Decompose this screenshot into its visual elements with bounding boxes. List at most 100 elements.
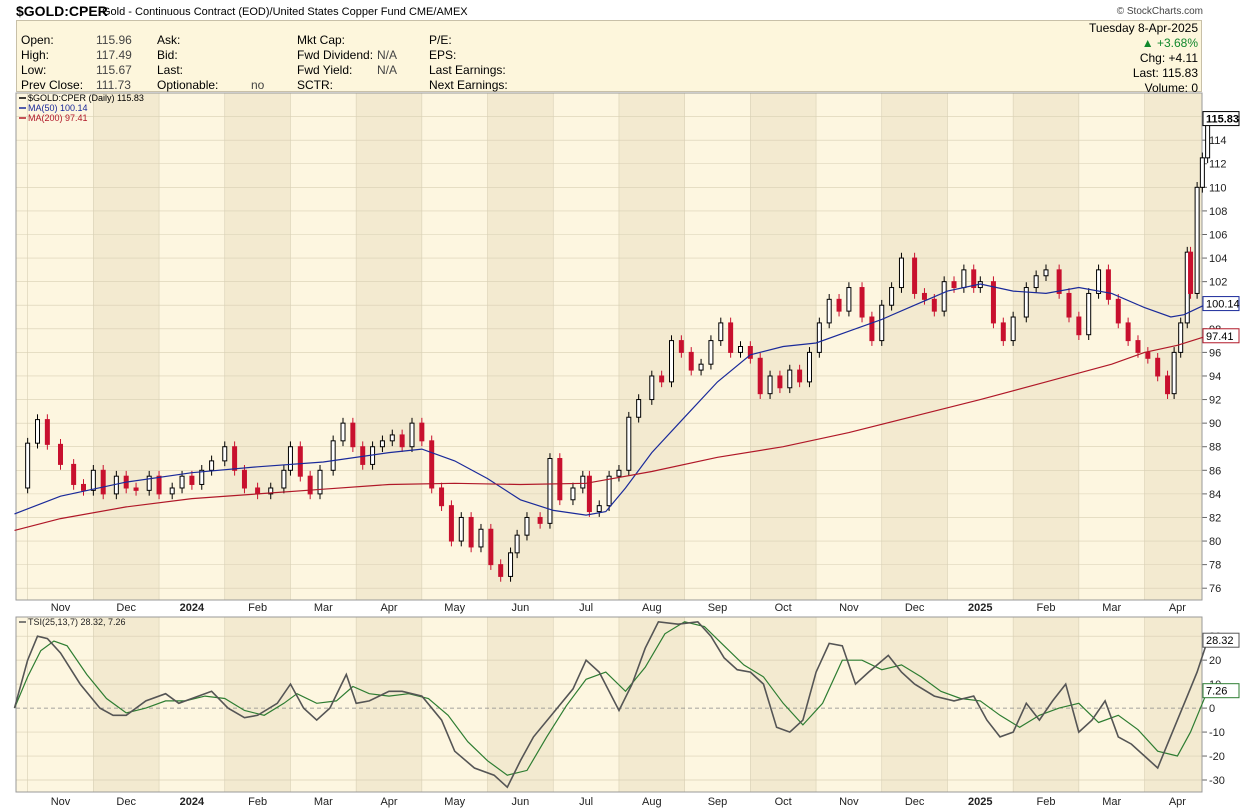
y-tick-label: 102 <box>1209 277 1227 289</box>
candle-body <box>169 487 175 495</box>
candle-body <box>626 416 632 471</box>
candle-body <box>718 322 724 342</box>
tsi-x-axis-label: Feb <box>248 796 267 808</box>
tsi-x-axis-label: Mar <box>314 796 333 808</box>
y-tick-label: 76 <box>1209 583 1221 595</box>
legend-entry: MA(200) 97.41 <box>28 113 88 123</box>
ask-label: Ask: <box>157 33 181 47</box>
candle-body <box>1171 351 1177 395</box>
volume: Volume: 0 <box>1144 81 1198 95</box>
main-month-band <box>356 93 422 600</box>
candle-body <box>317 469 323 495</box>
x-axis-label: Oct <box>775 602 792 614</box>
candle-body <box>747 346 753 359</box>
candle-body <box>222 446 228 462</box>
candle-body <box>688 351 694 371</box>
candle-body <box>90 469 96 491</box>
x-axis-label: May <box>444 602 465 614</box>
candle-body <box>330 440 336 471</box>
tsi-x-axis-label: Feb <box>1037 796 1056 808</box>
prev-close-value: 111.73 <box>96 78 131 92</box>
ma50-tag: 100.14 <box>1206 299 1240 311</box>
symbol-title: $GOLD:CPER <box>16 3 108 19</box>
tsi-value-tag: 28.32 <box>1206 635 1234 647</box>
candle-body <box>1076 316 1082 336</box>
main-month-band <box>1013 93 1079 600</box>
candle-body <box>58 443 63 465</box>
change-value: Chg: +4.11 <box>1139 51 1198 65</box>
chart-header: $GOLD:CPER Gold - Continuous Contract (E… <box>0 0 1240 20</box>
candle-body <box>971 269 977 289</box>
candle-body <box>1199 157 1205 188</box>
candle-body <box>478 528 484 548</box>
candle-body <box>232 446 238 471</box>
candle-body <box>728 322 734 353</box>
tsi-month-band <box>487 617 554 792</box>
candle-body <box>1023 287 1029 318</box>
candle-body <box>409 422 415 448</box>
candle-body <box>1086 292 1092 336</box>
change-percent: +3.68% <box>1156 36 1198 50</box>
candle-body <box>146 475 152 491</box>
last-value-tag-box <box>1202 111 1240 127</box>
y-tick-label: 80 <box>1209 536 1221 548</box>
tsi-x-axis-label: Apr <box>380 796 397 808</box>
fwd-dividend-label: Fwd Dividend: <box>297 48 374 62</box>
tsi-y-tick-label: -30 <box>1209 775 1225 787</box>
tsi-x-axis-label: Dec <box>905 796 925 808</box>
tsi-y-tick-label: 20 <box>1209 655 1221 667</box>
candle-body <box>557 458 563 501</box>
tsi-month-band <box>356 617 422 792</box>
x-axis-label: Nov <box>51 602 71 614</box>
copyright: © StockCharts.com <box>1116 6 1203 17</box>
pe-label: P/E: <box>429 33 452 47</box>
candle-body <box>869 316 875 342</box>
candle-body <box>537 516 543 524</box>
y-tick-label: 94 <box>1209 371 1221 383</box>
candle-body <box>879 304 885 342</box>
tsi-x-axis-label: Jul <box>579 796 593 808</box>
candle-body <box>1056 269 1062 294</box>
candle-body <box>340 422 346 442</box>
low-label: Low: <box>21 63 47 77</box>
candle-body <box>468 516 474 548</box>
tsi-signal-tag: 7.26 <box>1206 686 1227 698</box>
candle-body <box>133 487 139 491</box>
candle-body <box>1125 322 1131 342</box>
tsi-x-axis-label: Nov <box>51 796 71 808</box>
quote-col-3: Mkt Cap: Fwd Dividend: N/A Fwd Yield: N/A … <box>297 33 397 93</box>
last-price: Last: 115.83 <box>1132 66 1198 80</box>
candle-body <box>898 257 904 289</box>
next-earnings-label: Next Earnings: <box>429 78 508 92</box>
candle-body <box>498 564 504 577</box>
candle-body <box>921 292 927 300</box>
candle-body <box>787 369 793 389</box>
tsi-x-axis-label: Jun <box>512 796 530 808</box>
x-axis-label: 2024 <box>180 602 205 614</box>
candle-body <box>350 422 356 448</box>
candle-body <box>636 399 642 418</box>
candle-body <box>990 281 996 324</box>
candle-body <box>1000 322 1006 342</box>
candle-body <box>429 440 435 489</box>
ma50-tag-box <box>1202 296 1240 312</box>
x-axis-label: Nov <box>839 602 859 614</box>
tsi-month-band <box>618 617 685 792</box>
tsi-x-axis-label: Aug <box>642 796 662 808</box>
bid-label: Bid: <box>157 48 178 62</box>
tsi-x-axis-label: Apr <box>1169 796 1186 808</box>
candle-body <box>307 475 313 495</box>
candle-body <box>1033 275 1039 289</box>
candle-body <box>826 298 832 324</box>
tsi-legend-entry: TSI(25,13,7) 28.32, 7.26 <box>28 617 126 627</box>
tsi-month-band <box>1013 617 1079 792</box>
tsi-x-axis-label: Sep <box>708 796 728 808</box>
open-label: Open: <box>21 33 54 47</box>
legend-entry: $GOLD:CPER (Daily) 115.83 <box>28 93 144 103</box>
x-axis-label: Feb <box>248 602 267 614</box>
candle-body <box>596 505 602 513</box>
x-axis-label: Feb <box>1037 602 1056 614</box>
tsi-y-tick-label: 0 <box>1209 703 1215 715</box>
candle-body <box>379 440 385 448</box>
